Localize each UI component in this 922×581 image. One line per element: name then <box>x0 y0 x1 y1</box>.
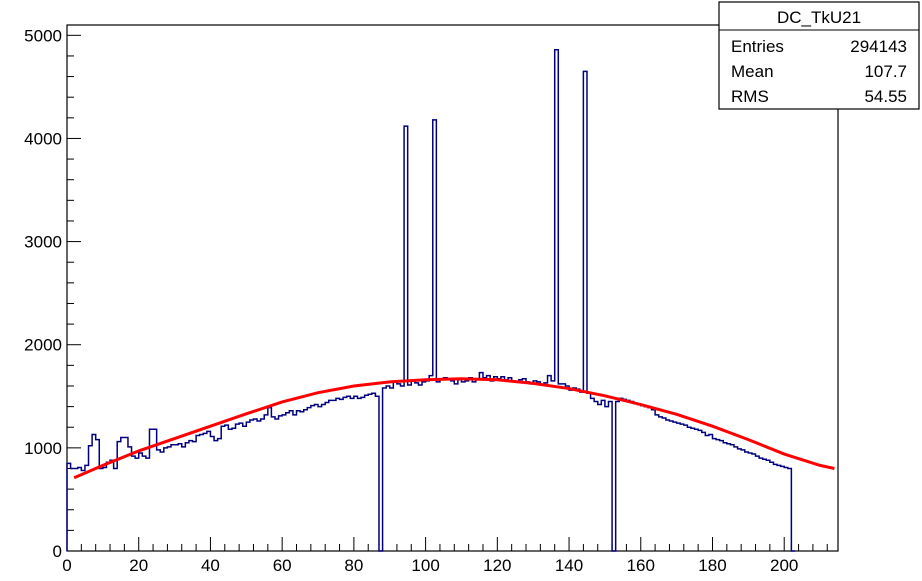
x-tick-label: 40 <box>201 556 220 575</box>
stats-label-rms: RMS <box>731 87 769 106</box>
y-tick-label: 0 <box>53 542 62 561</box>
stats-box: DC_TkU21 Entries 294143 Mean 107.7 RMS 5… <box>718 1 920 110</box>
x-tick-label: 180 <box>698 556 726 575</box>
x-tick-label: 60 <box>273 556 292 575</box>
x-tick-label: 0 <box>62 556 71 575</box>
y-tick-label: 5000 <box>24 26 62 45</box>
stats-value-entries: 294143 <box>850 37 907 56</box>
y-tick-label: 2000 <box>24 336 62 355</box>
y-axis: 0 1000 2000 3000 4000 5000 <box>24 26 81 561</box>
x-tick-label: 100 <box>411 556 439 575</box>
x-axis: 0 20 40 60 80 100 120 140 160 180 200 <box>62 537 828 575</box>
histogram-series <box>66 49 795 552</box>
y-tick-label: 1000 <box>24 439 62 458</box>
fit-curve <box>73 377 835 480</box>
stats-box-frame <box>718 1 920 110</box>
x-tick-label: 140 <box>555 556 583 575</box>
y-tick-label: 4000 <box>24 129 62 148</box>
x-tick-label: 120 <box>483 556 511 575</box>
y-tick-label: 3000 <box>24 233 62 252</box>
x-tick-label: 80 <box>344 556 363 575</box>
plot-border <box>66 24 839 552</box>
x-tick-label: 160 <box>627 556 655 575</box>
stats-value-mean: 107.7 <box>864 62 907 81</box>
plot-frame <box>66 24 839 552</box>
stats-label-mean: Mean <box>731 62 774 81</box>
stats-title: DC_TkU21 <box>777 8 861 27</box>
stats-value-rms: 54.55 <box>864 87 907 106</box>
x-tick-label: 200 <box>770 556 798 575</box>
stats-label-entries: Entries <box>731 37 784 56</box>
x-tick-label: 20 <box>129 556 148 575</box>
